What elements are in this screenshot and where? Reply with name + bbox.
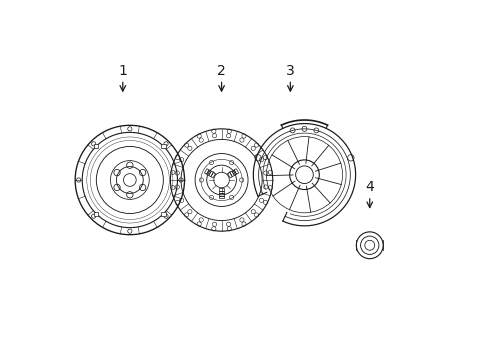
Bar	[229, 171, 234, 177]
Bar	[234, 169, 238, 174]
Bar	[219, 196, 224, 198]
Bar	[206, 170, 211, 175]
Bar	[210, 172, 215, 178]
Bar	[161, 144, 165, 148]
Text: 2: 2	[217, 64, 225, 78]
Bar	[204, 169, 209, 174]
Bar	[219, 189, 224, 191]
Bar	[219, 191, 224, 193]
Text: 1: 1	[118, 64, 127, 78]
Text: 4: 4	[365, 180, 373, 194]
Bar	[94, 212, 98, 216]
Bar	[208, 171, 213, 177]
Text: 3: 3	[285, 64, 294, 78]
Bar	[219, 193, 224, 196]
Bar	[161, 212, 165, 216]
Bar	[94, 144, 98, 148]
Bar	[231, 170, 236, 175]
Bar	[227, 172, 232, 178]
